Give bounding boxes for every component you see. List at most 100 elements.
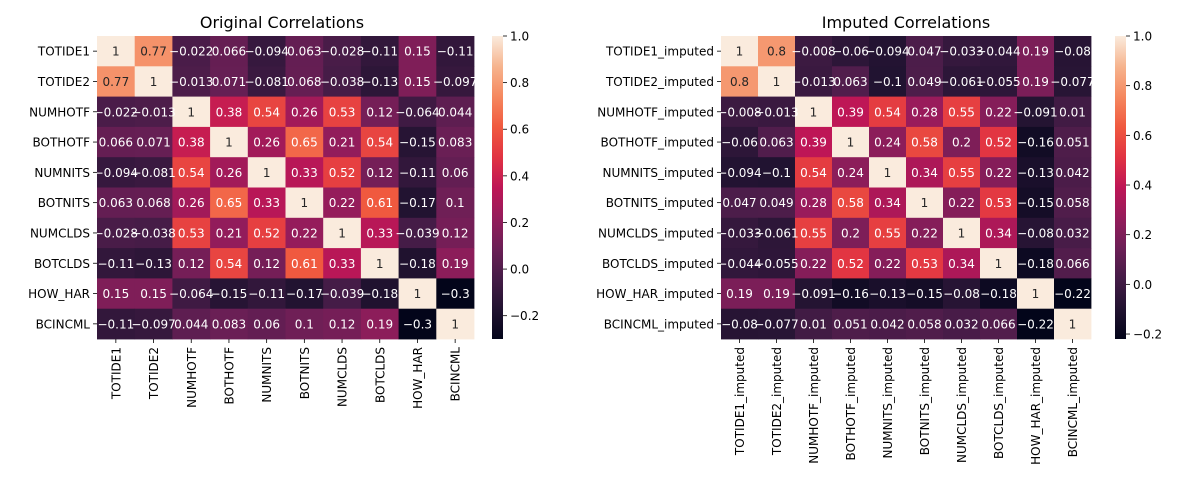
- cell-annotation: 0.24: [837, 166, 864, 180]
- cell-annotation: 0.063: [759, 136, 793, 150]
- heatmap-cell: [869, 187, 907, 219]
- heatmap-cell: [398, 187, 437, 219]
- cell-annotation: −0.077: [754, 317, 798, 331]
- cell-annotation: −0.15: [906, 287, 943, 301]
- chart-title: Imputed Correlations: [822, 13, 991, 32]
- heatmap-cell: [906, 248, 944, 279]
- cell-annotation: 0.032: [1055, 226, 1089, 240]
- cell-annotation: 0.083: [212, 317, 246, 331]
- heatmap-cell: [758, 217, 796, 249]
- heatmap-cell: [97, 157, 136, 188]
- heatmap-cell: [360, 36, 399, 67]
- heatmap-cell: [1054, 248, 1092, 279]
- cell-annotation: 0.01: [800, 317, 827, 331]
- heatmap-cell: [1017, 96, 1055, 128]
- heatmap-cell: [360, 66, 399, 97]
- cell-annotation: −0.08: [1017, 226, 1054, 240]
- cell-annotation: 0.063: [833, 75, 867, 89]
- cell-annotation: 0.53: [985, 196, 1012, 210]
- heatmap-cell: [906, 96, 944, 128]
- cell-annotation: 0.65: [291, 136, 318, 150]
- heatmap-cell: [758, 96, 796, 128]
- cell-annotation: 0.032: [944, 317, 978, 331]
- cell-annotation: 0.066: [981, 317, 1015, 331]
- heatmap-cell: [1017, 217, 1055, 249]
- cell-annotation: 0.063: [287, 45, 321, 59]
- heatmap-cell: [210, 36, 249, 67]
- heatmap-cell: [436, 217, 475, 249]
- heatmap-cell: [943, 157, 981, 188]
- cell-annotation: 0.54: [800, 166, 827, 180]
- cell-annotation: −0.13: [361, 75, 398, 89]
- heatmap-cell: [398, 66, 437, 97]
- heatmap-cell: [906, 187, 944, 219]
- x-tick-label: BOTCLDS: [373, 347, 387, 403]
- x-tick-label: NUMHOTF: [185, 347, 199, 408]
- cell-annotation: −0.22: [1017, 317, 1054, 331]
- cell-annotation: 0.051: [833, 317, 867, 331]
- cell-annotation: 1: [810, 105, 818, 119]
- heatmap-cell: [134, 157, 173, 188]
- cell-annotation: −0.15: [1017, 196, 1054, 210]
- cell-annotation: 0.047: [722, 196, 756, 210]
- cell-annotation: −0.013: [754, 105, 798, 119]
- cell-annotation: −0.055: [754, 257, 798, 271]
- heatmap-cell: [1054, 278, 1092, 310]
- cell-annotation: 0.06: [253, 317, 280, 331]
- heatmap-cell: [1017, 248, 1055, 279]
- y-tick-label: NUMNITS: [34, 166, 90, 180]
- heatmap-cell: [172, 308, 211, 340]
- heatmap-cell: [247, 248, 286, 279]
- cell-annotation: 0.22: [985, 105, 1012, 119]
- y-axis-ticks: TOTIDE1_imputed TOTIDE2_imputed NUMHOTF_im…: [596, 45, 721, 331]
- cell-annotation: 0.55: [800, 226, 827, 240]
- heatmap-cell: [360, 217, 399, 249]
- cell-annotation: 1: [847, 136, 855, 150]
- cell-annotation: 0.12: [178, 257, 205, 271]
- cell-annotation: 0.28: [911, 105, 938, 119]
- cell-annotation: −0.17: [286, 287, 323, 301]
- heatmap-cell: [980, 36, 1018, 67]
- heatmap-cell: [758, 157, 796, 188]
- heatmap-cell: [869, 126, 907, 158]
- heatmap-cell: [906, 217, 944, 249]
- cell-annotation: 0.12: [329, 317, 356, 331]
- heatmap-cell: [436, 96, 475, 128]
- heatmap-cell: [285, 278, 324, 310]
- cell-annotation: 1: [414, 287, 422, 301]
- heatmap-cell: [980, 217, 1018, 249]
- heatmap-cell: [795, 217, 833, 249]
- heatmap-cell: [980, 248, 1018, 279]
- cell-annotation: 0.34: [985, 226, 1012, 240]
- heatmap-cell: [285, 157, 324, 188]
- heatmap-cell: [906, 278, 944, 310]
- heatmap-cell: [721, 157, 759, 188]
- cell-annotation: 0.049: [907, 75, 941, 89]
- heatmap-cell: [323, 187, 362, 219]
- heatmap-cell: [360, 278, 399, 310]
- y-tick-label: TOTIDE1: [37, 45, 90, 59]
- heatmap-cell: [436, 157, 475, 188]
- heatmap-cell: [721, 126, 759, 158]
- cell-annotation: −0.11: [97, 317, 134, 331]
- cell-annotation: 1: [1032, 287, 1040, 301]
- cell-annotation: 0.22: [800, 257, 827, 271]
- heatmap-cell: [1017, 187, 1055, 219]
- cell-annotation: 0.19: [1022, 45, 1049, 59]
- heatmap-cell: [97, 248, 136, 279]
- cell-annotation: −0.044: [976, 45, 1020, 59]
- cell-annotation: −0.008: [791, 45, 835, 59]
- heatmap-cell: [210, 278, 249, 310]
- heatmap-cell: [97, 278, 136, 310]
- cell-annotation: −0.028: [320, 45, 364, 59]
- cell-annotation: 0.52: [253, 226, 280, 240]
- cell-annotation: −0.064: [169, 287, 213, 301]
- cell-annotation: 0.12: [442, 226, 469, 240]
- heatmap-cell: [134, 187, 173, 219]
- heatmap-cell: [134, 96, 173, 128]
- heatmap-cell: [323, 96, 362, 128]
- colorbar-tick-label: −0.2: [510, 309, 539, 323]
- cell-annotation: −0.13: [869, 287, 906, 301]
- heatmap-cell: [285, 217, 324, 249]
